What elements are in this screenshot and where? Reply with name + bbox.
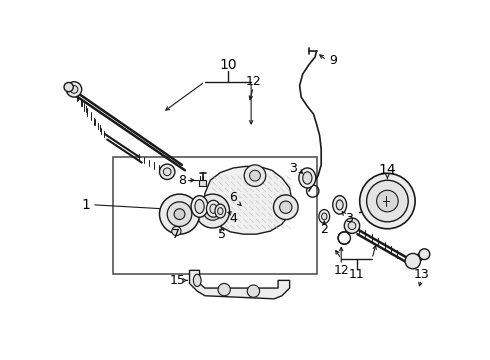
Text: 9: 9 <box>330 54 338 67</box>
Polygon shape <box>204 166 292 234</box>
Circle shape <box>159 164 175 180</box>
Ellipse shape <box>333 195 346 214</box>
Text: 4: 4 <box>229 212 237 225</box>
Circle shape <box>367 180 408 222</box>
Circle shape <box>163 168 171 176</box>
Text: 7: 7 <box>172 228 180 240</box>
Circle shape <box>344 218 360 233</box>
Text: 14: 14 <box>379 163 396 177</box>
Text: 15: 15 <box>170 274 186 287</box>
Text: 6: 6 <box>229 191 237 204</box>
Circle shape <box>66 82 82 97</box>
Circle shape <box>209 207 217 215</box>
Bar <box>199 180 206 186</box>
Ellipse shape <box>319 210 330 223</box>
Ellipse shape <box>206 200 220 217</box>
Text: 12: 12 <box>333 264 349 277</box>
Polygon shape <box>190 270 290 299</box>
Text: 8: 8 <box>178 174 187 187</box>
Circle shape <box>172 226 181 236</box>
Text: 11: 11 <box>349 268 365 281</box>
Circle shape <box>160 194 199 234</box>
Ellipse shape <box>210 204 217 213</box>
Bar <box>113 157 318 274</box>
Ellipse shape <box>215 204 226 218</box>
Circle shape <box>419 249 430 260</box>
Circle shape <box>405 253 420 269</box>
Circle shape <box>377 190 398 212</box>
Text: 3: 3 <box>345 212 353 225</box>
Circle shape <box>244 165 266 186</box>
Ellipse shape <box>218 208 223 215</box>
Circle shape <box>218 283 230 296</box>
Circle shape <box>280 201 292 213</box>
Circle shape <box>360 173 415 229</box>
Ellipse shape <box>303 172 312 184</box>
Circle shape <box>203 202 222 220</box>
Circle shape <box>167 202 192 226</box>
Circle shape <box>174 209 185 220</box>
Text: 12: 12 <box>245 75 261 88</box>
Text: 2: 2 <box>320 223 328 236</box>
Text: 5: 5 <box>218 228 226 240</box>
Circle shape <box>273 195 298 220</box>
Circle shape <box>247 285 260 297</box>
Circle shape <box>249 170 260 181</box>
Ellipse shape <box>299 168 316 188</box>
Text: 10: 10 <box>219 58 237 72</box>
Text: 1: 1 <box>81 198 90 212</box>
Text: 3: 3 <box>290 162 297 175</box>
Ellipse shape <box>336 200 343 210</box>
Ellipse shape <box>195 199 204 213</box>
Circle shape <box>70 86 78 93</box>
Circle shape <box>196 194 229 228</box>
Circle shape <box>348 222 356 230</box>
Circle shape <box>64 82 74 92</box>
Ellipse shape <box>191 195 208 217</box>
Ellipse shape <box>194 274 201 287</box>
Ellipse shape <box>321 213 327 220</box>
Text: 13: 13 <box>414 268 429 281</box>
